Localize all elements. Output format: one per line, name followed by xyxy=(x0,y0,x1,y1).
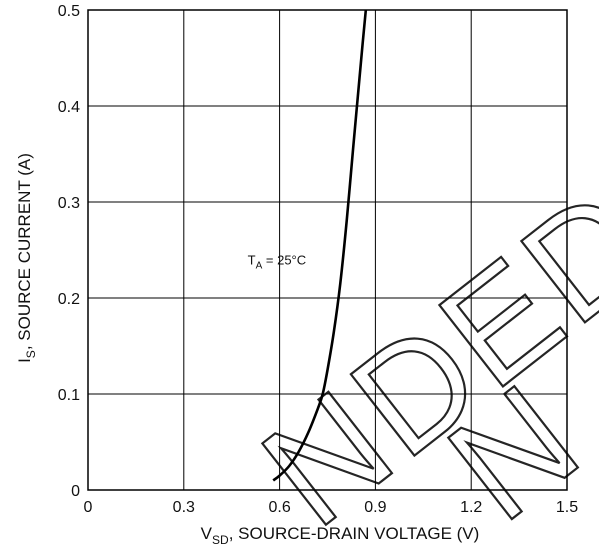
plot-frame xyxy=(87,9,568,491)
y-tick-label: 0.1 xyxy=(58,387,80,404)
y-tick-label: 0 xyxy=(71,483,80,500)
temperature-annotation: TA = 25°C xyxy=(248,252,307,271)
y-tick-label: 0.4 xyxy=(58,99,80,116)
y-axis-title: IS, SOURCE CURRENT (A) xyxy=(15,153,38,363)
x-tick-label: 1.2 xyxy=(460,499,482,516)
x-axis-title: VSD, SOURCE-DRAIN VOLTAGE (V) xyxy=(201,524,480,546)
y-tick-label: 0.2 xyxy=(58,291,80,308)
x-tick-label: 1.5 xyxy=(556,499,578,516)
x-tick-label: 0.3 xyxy=(173,499,195,516)
y-tick-labels: 0 0.1 0.2 0.3 0.4 0.5 xyxy=(58,3,80,500)
x-tick-label: 0 xyxy=(84,499,93,516)
x-tick-label: 0.9 xyxy=(364,499,386,516)
y-tick-label: 0.5 xyxy=(58,3,80,20)
series-line xyxy=(272,9,368,482)
x-tick-labels: 0 0.3 0.6 0.9 1.2 1.5 xyxy=(84,499,579,516)
watermark: NDED N xyxy=(231,152,599,546)
y-tick-label: 0.3 xyxy=(58,195,80,212)
x-tick-label: 0.6 xyxy=(268,499,290,516)
